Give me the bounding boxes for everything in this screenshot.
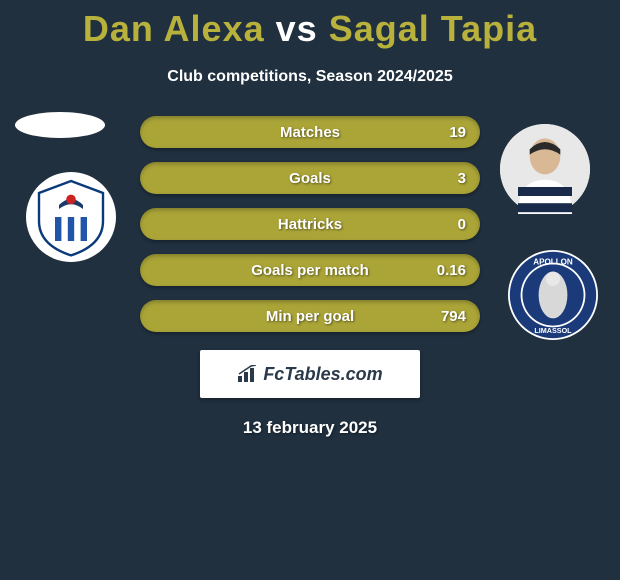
svg-text:APOLLON: APOLLON: [533, 257, 573, 266]
stat-right-value: 0: [458, 216, 466, 233]
fctables-text: FcTables.com: [263, 364, 382, 385]
date-label: 13 february 2025: [0, 418, 620, 438]
stat-bars: Matches 19 Goals 3 Hattricks 0 Goals per…: [140, 116, 480, 332]
player1-avatar: [15, 112, 105, 138]
stat-bar-hattricks: Hattricks 0: [140, 208, 480, 240]
stat-label: Goals: [289, 170, 331, 187]
stat-label: Goals per match: [251, 262, 369, 279]
player2-club-badge: APOLLON LIMASSOL: [508, 250, 598, 340]
stat-bar-matches: Matches 19: [140, 116, 480, 148]
stat-bar-goals-per-match: Goals per match 0.16: [140, 254, 480, 286]
vs-text: vs: [276, 8, 318, 49]
player2-name: Sagal Tapia: [329, 8, 537, 49]
fctables-badge: FcTables.com: [200, 350, 420, 398]
stat-right-value: 3: [458, 170, 466, 187]
stat-label: Hattricks: [278, 216, 342, 233]
apollon-badge-icon: APOLLON LIMASSOL: [508, 250, 598, 340]
anorthosis-badge-icon: [31, 177, 111, 257]
stat-right-value: 794: [441, 308, 466, 325]
stat-right-value: 19: [449, 124, 466, 141]
bar-chart-icon: [237, 365, 259, 383]
stat-label: Matches: [280, 124, 340, 141]
stat-label: Min per goal: [266, 308, 354, 325]
player1-club-badge: [26, 172, 116, 262]
stat-bar-min-per-goal: Min per goal 794: [140, 300, 480, 332]
player1-name: Dan Alexa: [83, 8, 265, 49]
stat-bar-goals: Goals 3: [140, 162, 480, 194]
comparison-content: APOLLON LIMASSOL Matches 19 Goals 3 Hatt…: [0, 116, 620, 438]
subtitle: Club competitions, Season 2024/2025: [0, 68, 620, 86]
player-photo-icon: [500, 124, 590, 214]
stat-right-value: 0.16: [437, 262, 466, 279]
player2-avatar: [500, 124, 590, 214]
svg-text:LIMASSOL: LIMASSOL: [534, 326, 572, 335]
page-title: Dan Alexa vs Sagal Tapia: [0, 0, 620, 50]
fctables-label: FcTables.com: [237, 364, 382, 385]
